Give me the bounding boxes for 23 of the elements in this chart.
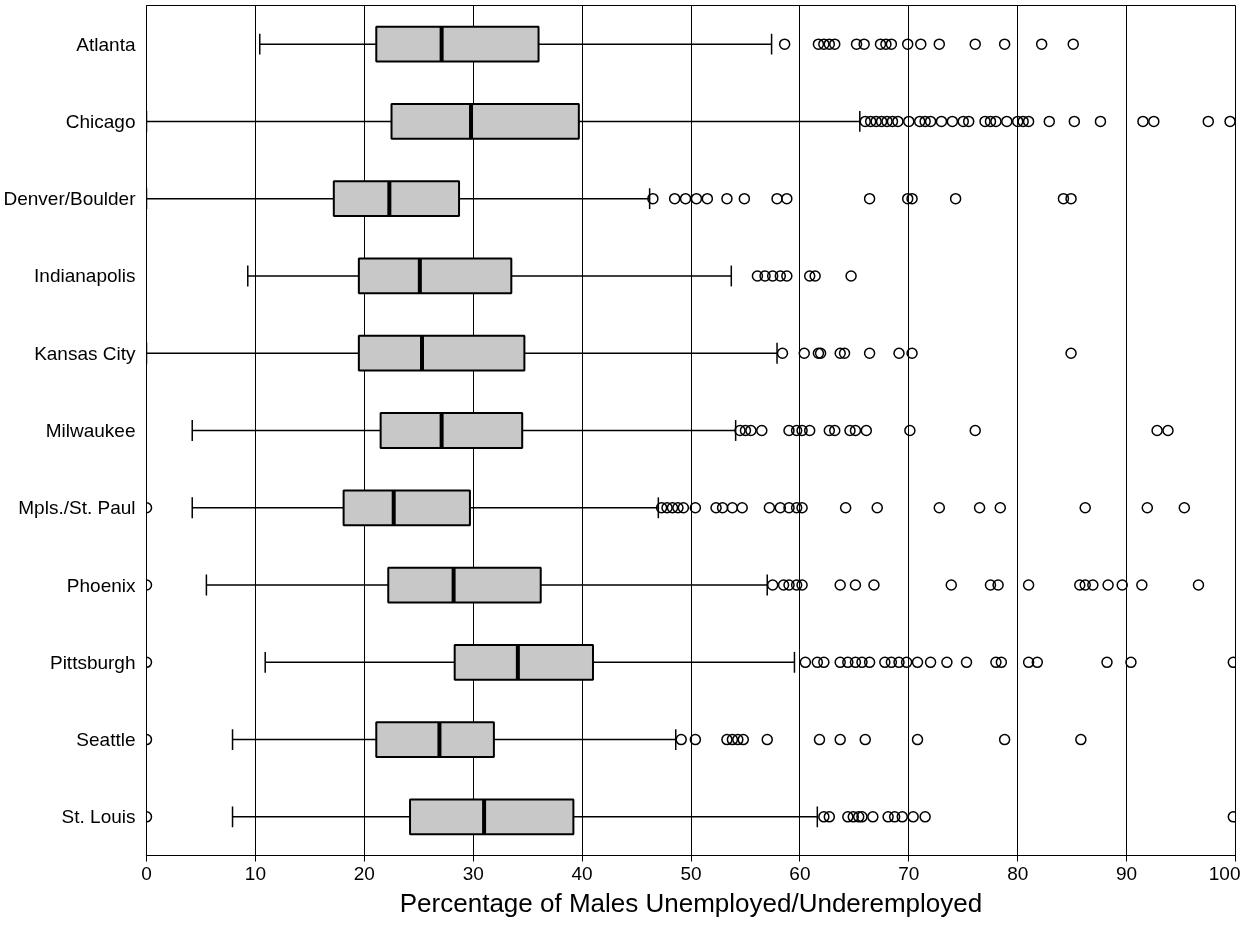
x-tick-label: 30 bbox=[462, 862, 484, 884]
y-tick-label: Chicago bbox=[65, 110, 136, 132]
y-tick-label: Kansas City bbox=[34, 342, 136, 364]
y-tick-label: Indianapolis bbox=[34, 265, 136, 287]
x-tick-label: 60 bbox=[789, 862, 811, 884]
y-tick-label: Phoenix bbox=[66, 574, 136, 596]
x-tick-label: 90 bbox=[1116, 862, 1138, 884]
x-tick-label: 80 bbox=[1007, 862, 1029, 884]
x-tick-label: 0 bbox=[141, 862, 152, 884]
x-tick-label: 100 bbox=[1208, 862, 1241, 884]
y-tick-label: Atlanta bbox=[76, 33, 136, 55]
y-tick-label: Pittsburgh bbox=[49, 651, 136, 673]
x-tick-label: 10 bbox=[244, 862, 266, 884]
x-tick-label: 40 bbox=[571, 862, 593, 884]
y-tick-label: Denver/Boulder bbox=[3, 188, 137, 210]
y-tick-label: St. Louis bbox=[61, 806, 136, 828]
x-tick-label: 70 bbox=[898, 862, 920, 884]
x-axis-title: Percentage of Males Unemployed/Underemployed bbox=[399, 887, 983, 918]
y-tick-label: Seattle bbox=[76, 729, 136, 751]
y-tick-label: Milwaukee bbox=[45, 420, 136, 441]
y-tick-label: Mpls./St. Paul bbox=[18, 497, 136, 519]
x-tick-label: 50 bbox=[680, 862, 702, 884]
x-tick-label: 20 bbox=[353, 862, 375, 884]
